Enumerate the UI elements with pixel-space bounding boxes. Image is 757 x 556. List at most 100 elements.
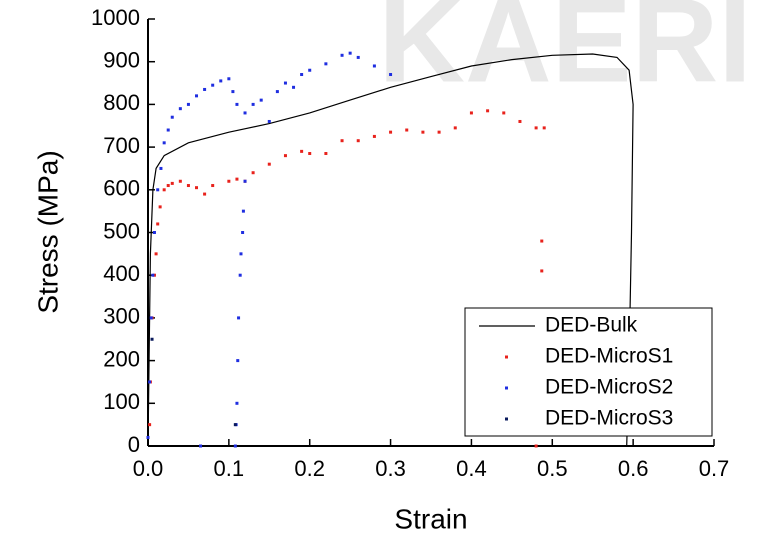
watermark: KAERI — [378, 0, 751, 108]
y-tick-label: 400 — [103, 261, 140, 286]
legend-label: DED-MicroS2 — [545, 376, 673, 399]
data-point — [159, 166, 163, 170]
y-axis-label: Stress (MPa) — [32, 150, 63, 313]
data-point — [219, 79, 223, 83]
data-point — [239, 252, 243, 256]
data-point — [421, 130, 425, 134]
data-point — [166, 184, 170, 188]
data-point — [251, 102, 255, 106]
data-point — [231, 90, 235, 94]
data-point — [469, 111, 473, 115]
data-line — [147, 53, 634, 447]
data-point — [283, 154, 287, 158]
data-point — [152, 273, 156, 277]
data-point — [151, 273, 155, 277]
data-point — [502, 111, 506, 115]
data-point — [251, 171, 255, 175]
data-point — [186, 102, 190, 106]
data-point — [203, 192, 207, 196]
data-point — [170, 181, 174, 185]
data-point — [486, 109, 490, 113]
y-tick-label: 100 — [103, 389, 140, 414]
y-tick-label: 0 — [128, 432, 140, 457]
x-tick-label: 0.2 — [294, 456, 325, 481]
data-point — [178, 179, 182, 183]
data-point — [534, 444, 538, 448]
data-point — [158, 205, 162, 209]
data-point — [235, 102, 239, 106]
data-point — [178, 107, 182, 111]
data-point — [340, 139, 344, 143]
data-point — [233, 423, 237, 427]
data-point — [389, 73, 393, 77]
data-point — [300, 149, 304, 153]
x-tick-label: 0.5 — [537, 456, 568, 481]
data-point — [195, 186, 199, 190]
x-tick-label: 0.3 — [375, 456, 406, 481]
data-point — [267, 162, 271, 166]
data-point — [356, 55, 360, 59]
data-point — [275, 90, 279, 94]
data-point — [389, 130, 393, 134]
y-tick-label: 700 — [103, 133, 140, 158]
data-point — [195, 94, 199, 98]
x-tick-label: 0.1 — [214, 456, 245, 481]
data-point — [372, 64, 376, 68]
data-point — [146, 435, 150, 439]
x-tick-label: 0.7 — [699, 456, 730, 481]
y-tick-label: 900 — [103, 48, 140, 73]
data-point — [243, 111, 247, 115]
data-point — [405, 128, 409, 132]
data-point — [324, 62, 328, 66]
data-point — [243, 179, 247, 183]
data-point — [211, 83, 215, 87]
data-point — [235, 177, 239, 181]
data-point — [453, 126, 457, 130]
data-point — [162, 141, 166, 145]
data-point — [534, 126, 538, 130]
data-point — [238, 273, 242, 277]
legend-swatch — [505, 355, 508, 359]
data-point — [348, 51, 352, 55]
data-point — [166, 128, 170, 132]
data-point — [235, 401, 239, 405]
data-point — [233, 444, 237, 448]
data-point — [203, 87, 207, 91]
data-point — [211, 184, 215, 188]
data-point — [324, 152, 328, 156]
data-point — [372, 134, 376, 138]
x-tick-label: 0.6 — [618, 456, 649, 481]
data-point — [518, 119, 522, 123]
data-point — [308, 68, 312, 72]
data-point — [437, 130, 441, 134]
y-tick-label: 800 — [103, 90, 140, 115]
data-point — [156, 222, 160, 226]
y-tick-label: 600 — [103, 176, 140, 201]
data-point — [148, 423, 152, 427]
data-point — [148, 380, 152, 384]
legend-swatch — [505, 417, 508, 421]
legend-label: DED-MicroS3 — [545, 407, 673, 430]
data-point — [340, 53, 344, 57]
legend-box — [464, 307, 713, 437]
data-point — [227, 179, 231, 183]
data-point — [162, 188, 166, 192]
data-point — [152, 231, 156, 234]
data-point — [227, 77, 231, 81]
data-point — [170, 115, 174, 119]
data-point — [540, 239, 544, 243]
data-point — [241, 209, 245, 213]
data-point — [149, 316, 153, 320]
data-point — [292, 85, 296, 89]
data-point — [542, 126, 546, 130]
x-tick-label: 0.4 — [456, 456, 487, 481]
data-point — [186, 184, 190, 188]
data-point — [156, 188, 160, 192]
data-point — [540, 269, 544, 273]
data-point — [356, 139, 360, 143]
data-point — [154, 252, 158, 256]
x-axis-label: Strain — [394, 503, 467, 534]
y-tick-label: 200 — [103, 346, 140, 371]
legend-label: DED-MicroS1 — [545, 345, 673, 368]
